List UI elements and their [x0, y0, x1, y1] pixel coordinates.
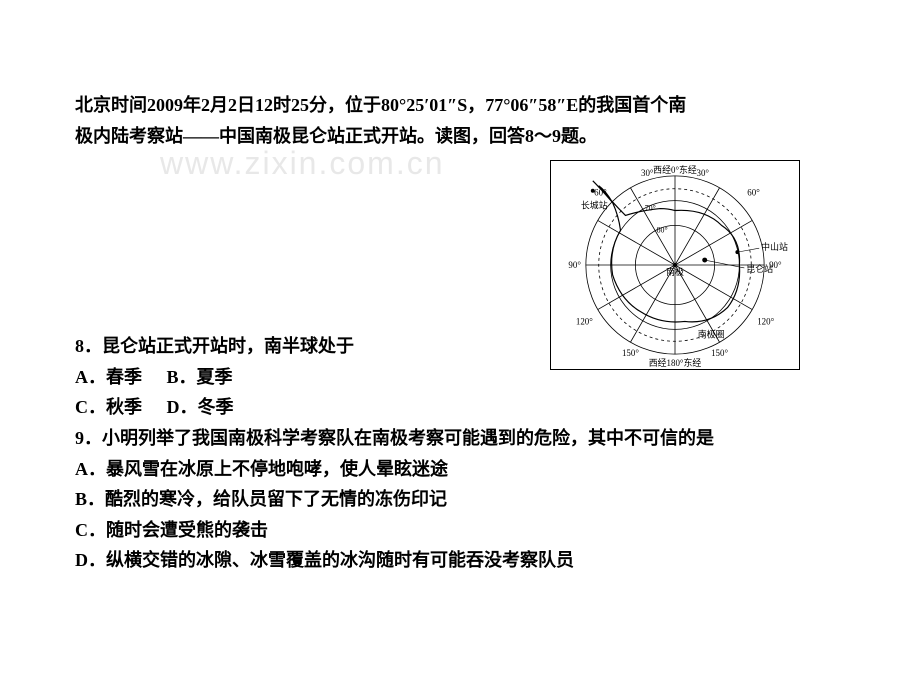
q9-stem: 9．小明列举了我国南极科学考察队在南极考察可能遇到的危险，其中不可信的是: [75, 423, 845, 454]
q8-optA: A．春季: [75, 362, 142, 393]
intro-line1: 北京时间2009年2月2日12时25分，位于80°25′01″S，77°06″5…: [75, 95, 686, 115]
label-zhongshan: 中山站: [761, 241, 788, 252]
intro-paragraph: 北京时间2009年2月2日12时25分，位于80°25′01″S，77°06″5…: [75, 90, 845, 151]
label-60r: 60°: [747, 188, 760, 198]
label-120r: 120°: [757, 316, 774, 326]
label-30r: 30°: [696, 168, 709, 178]
label-60l: 60°: [594, 188, 607, 198]
q9-optD: D．纵横交错的冰隙、冰雪覆盖的冰沟随时有可能吞没考察队员: [75, 545, 845, 576]
q8-optD: D．冬季: [167, 392, 234, 423]
label-changcheng: 长城站: [581, 200, 608, 211]
label-80: 80°: [657, 225, 668, 234]
label-90l: 90°: [568, 260, 581, 270]
q8-stem: 8．昆仑站正式开站时，南半球处于: [75, 331, 845, 362]
q8-optC: C．秋季: [75, 392, 142, 423]
q8-options-row2: C．秋季 D．冬季: [75, 392, 845, 423]
q8-optB: B．夏季: [167, 362, 233, 393]
label-30l: 30°: [641, 168, 654, 178]
q9-optA: A．暴风雪在冰原上不停地咆哮，使人晕眩迷途: [75, 454, 845, 485]
label-120l: 120°: [576, 316, 593, 326]
label-70: 70°: [645, 204, 656, 213]
label-kunlun: 昆仑站: [746, 263, 773, 274]
q9-optB: B．酷烈的寒冷，给队员留下了无情的冻伤印记: [75, 484, 845, 515]
intro-line2: 极内陆考察站——中国南极昆仑站正式开站。读图，回答8～9题。: [75, 126, 597, 146]
label-south-pole: 南极: [666, 266, 684, 277]
watermark-text: www.zixin.com.cn: [160, 145, 445, 182]
q9-optC: C．随时会遭受熊的袭击: [75, 515, 845, 546]
label-top: 西经0°东经: [653, 164, 697, 175]
questions-block: 8．昆仑站正式开站时，南半球处于 A．春季 B．夏季 C．秋季 D．冬季 9．小…: [75, 331, 845, 576]
q8-options-row1: A．春季 B．夏季: [75, 362, 845, 393]
